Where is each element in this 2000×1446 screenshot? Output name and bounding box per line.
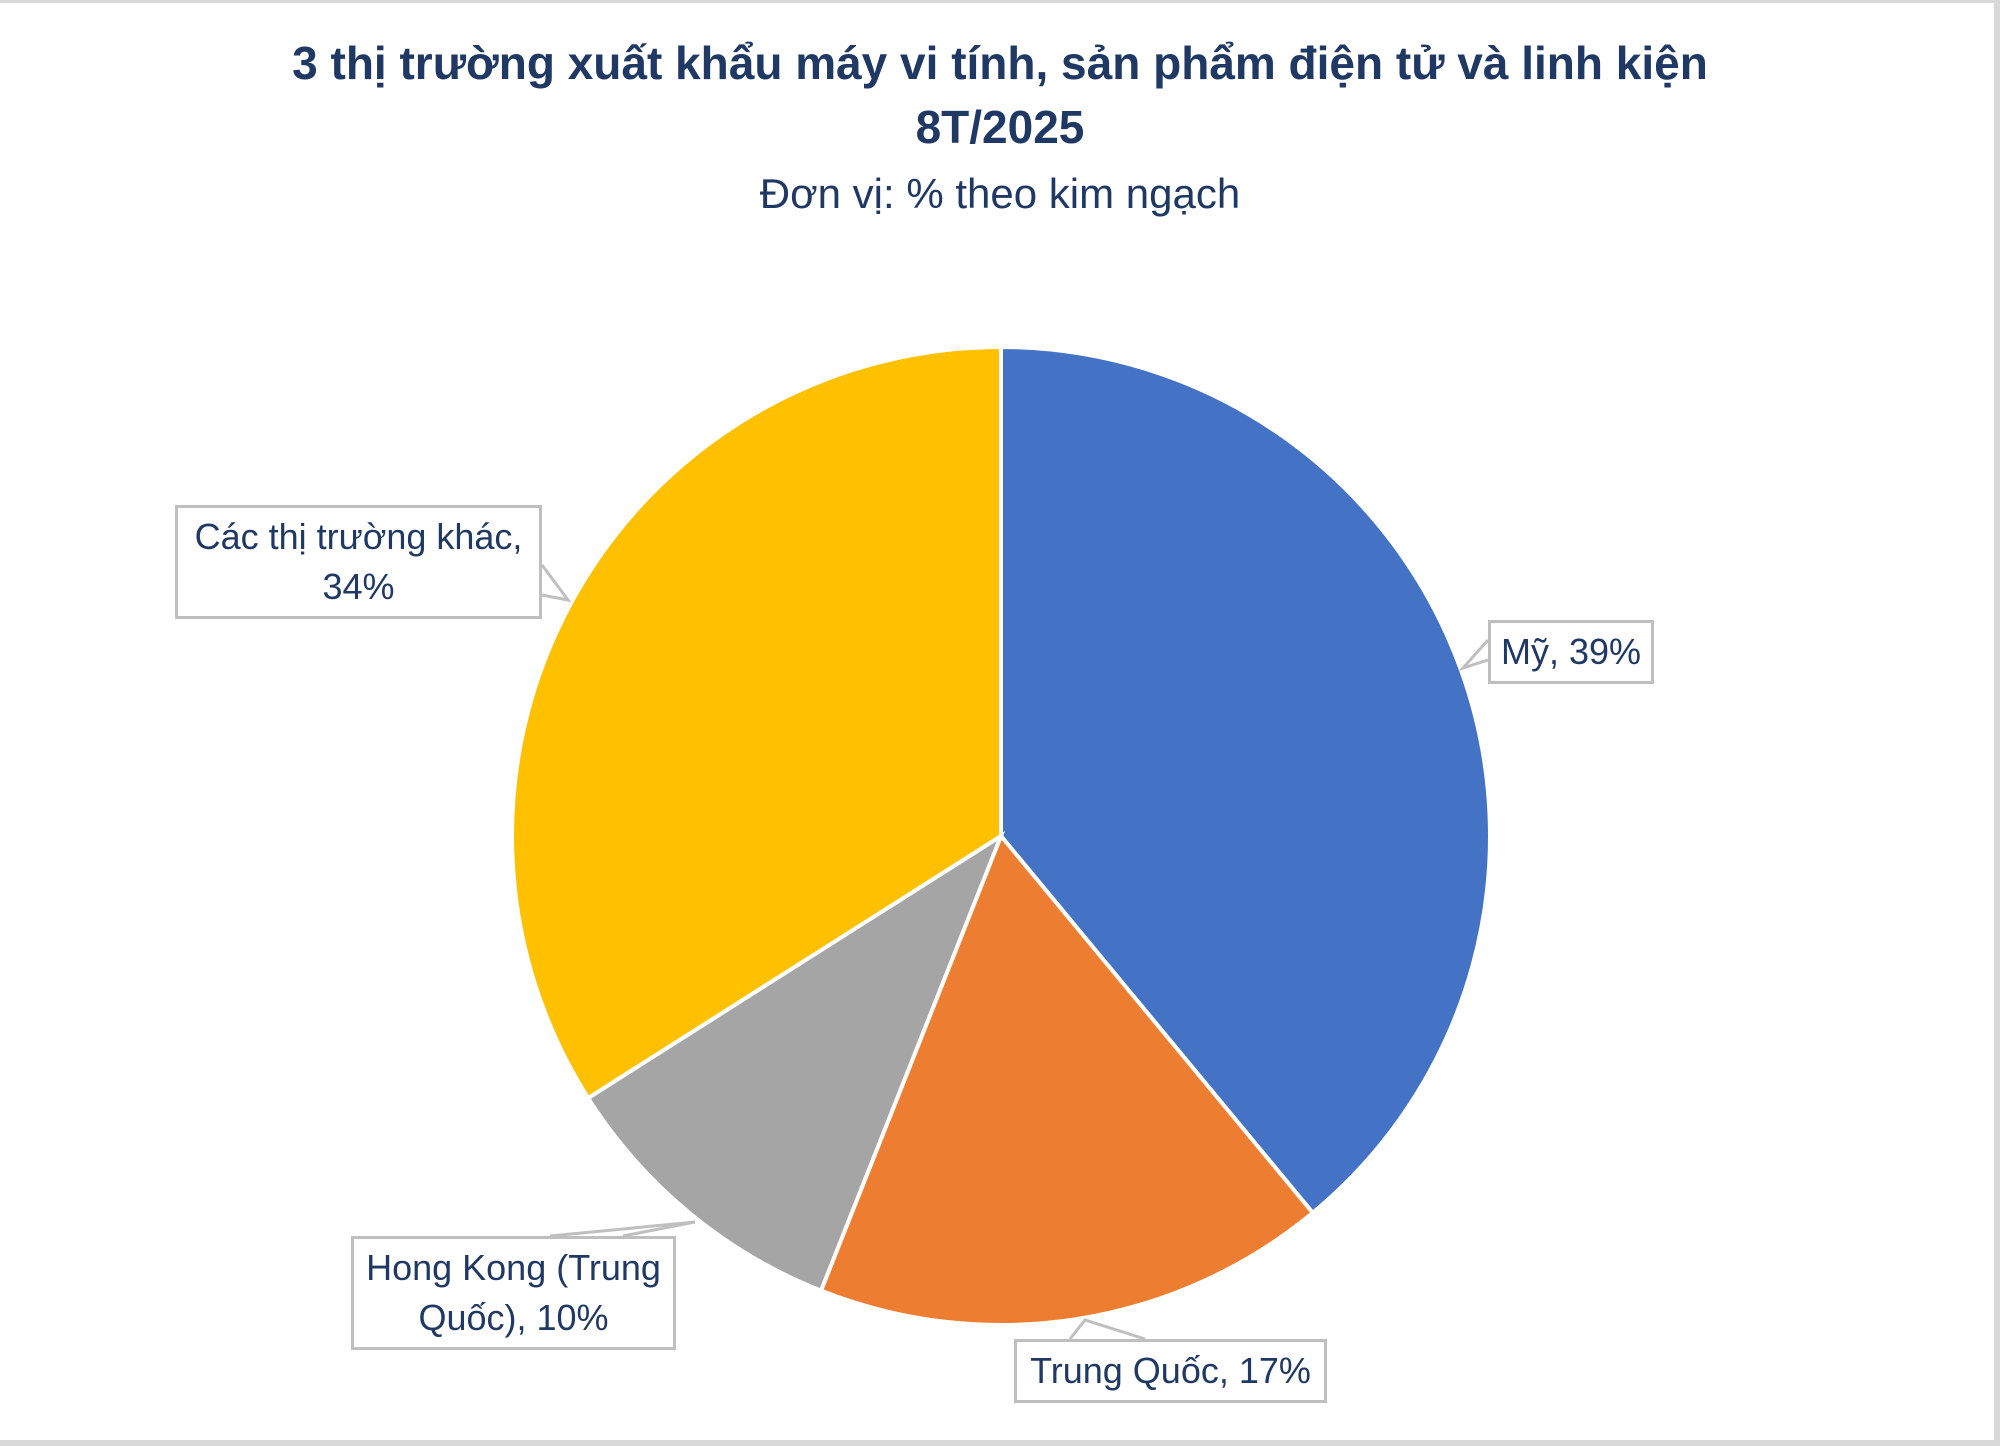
chart-title-line1: 3 thị trường xuất khẩu máy vi tính, sản … <box>292 37 1708 89</box>
chart-subtitle: Đơn vị: % theo kim ngạch <box>759 170 1241 217</box>
pie-slices <box>510 344 1492 1327</box>
leader-line-khac <box>540 564 572 603</box>
pie-slice-2 <box>818 832 1316 1327</box>
data-label-trungquoc-text: Trung Quốc, 17% <box>1030 1350 1311 1391</box>
leader-line-my <box>1458 639 1490 672</box>
data-label-trungquoc: Trung Quốc, 17% <box>1014 1339 1327 1403</box>
pie-slice-1 <box>999 344 1492 1216</box>
leader-line-hongkong <box>549 1220 696 1238</box>
data-label-khac: Các thị trường khác, 34% <box>175 505 542 619</box>
leader-line-trungquoc <box>1068 1318 1146 1341</box>
data-label-hongkong-line2: Quốc), 10% <box>418 1297 609 1338</box>
data-label-hongkong-line1: Hong Kong (Trung <box>366 1247 661 1288</box>
data-label-khac-value: 34% <box>322 566 395 607</box>
data-label-my: Mỹ, 39% <box>1488 620 1654 684</box>
pie-slice-3 <box>585 831 1006 1294</box>
data-label-hongkong: Hong Kong (Trung Quốc), 10% <box>351 1236 676 1350</box>
data-label-khac-line1: Các thị trường khác, <box>194 516 523 557</box>
pie-slice-4 <box>510 344 1003 1101</box>
data-label-my-text: Mỹ, 39% <box>1500 631 1642 672</box>
chart-title-line2: 8T/2025 <box>915 101 1085 153</box>
